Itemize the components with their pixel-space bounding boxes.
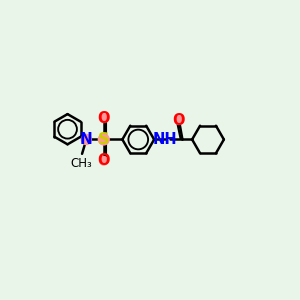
- Text: O: O: [98, 153, 110, 168]
- Text: CH₃: CH₃: [70, 157, 92, 170]
- Circle shape: [175, 116, 183, 124]
- Text: N: N: [80, 132, 93, 147]
- Circle shape: [100, 157, 108, 165]
- Text: O: O: [173, 112, 185, 128]
- Text: S: S: [98, 132, 110, 147]
- Text: NH: NH: [153, 132, 178, 147]
- Circle shape: [98, 134, 109, 145]
- Circle shape: [100, 114, 108, 122]
- Circle shape: [81, 134, 92, 145]
- Text: O: O: [98, 111, 110, 126]
